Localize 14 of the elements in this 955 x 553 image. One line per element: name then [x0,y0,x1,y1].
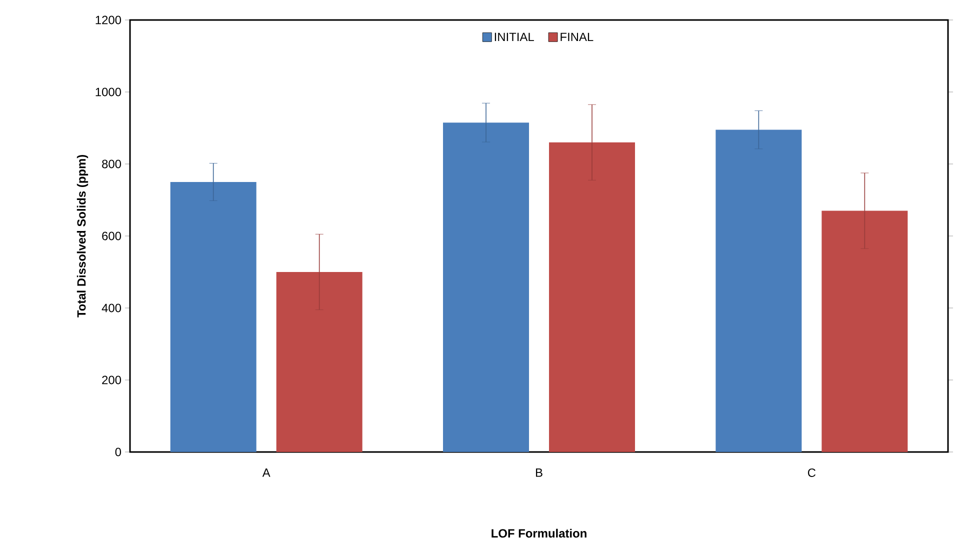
x-axis-title: LOF Formulation [492,528,586,538]
y-tick-label: 0 [115,448,122,456]
x-tick-label: C [808,468,816,477]
x-tick-label: A [262,468,270,477]
x-tick-label: B [536,468,542,477]
y-axis-title: Total Dissolved Solids (ppm) [76,154,88,318]
y-tick-label: 400 [102,304,122,312]
y-tick-label: 1000 [96,88,122,96]
y-tick-label: 800 [102,160,122,168]
y-tick-label: 600 [102,232,122,240]
legend-label: INITIAL [494,32,534,42]
legend-label: FINAL [560,32,594,42]
y-tick-label: 200 [102,376,122,384]
y-tick-label: 1200 [96,16,122,24]
